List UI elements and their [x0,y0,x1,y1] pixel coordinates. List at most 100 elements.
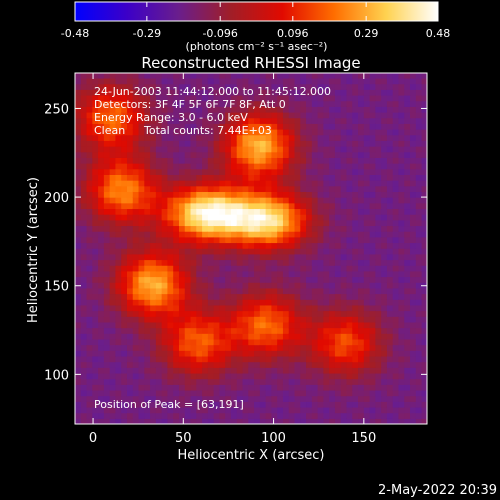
heatmap-cell [363,355,371,363]
heatmap-cell [294,180,301,187]
heatmap-cell [369,163,376,170]
heatmap-cell [410,89,417,96]
heatmap-cell [75,412,82,419]
heatmap-cell [410,361,417,368]
colorbar-units-label: (photons cm⁻² s⁻¹ asec⁻²) [186,40,328,53]
heatmap-cell [352,321,359,329]
heatmap-cell [213,361,221,368]
heatmap-cell [421,89,427,96]
heatmap-cell [282,180,290,187]
heatmap-cell [115,327,122,334]
heatmap-cell [358,333,365,340]
heatmap-cell [173,197,180,204]
heatmap-cell [196,106,203,113]
heatmap-cell [86,299,93,306]
heatmap-cell [363,73,371,79]
heatmap-cell [190,197,197,204]
heatmap-cell [219,378,226,385]
heatmap-cell [242,338,249,346]
heatmap-cell [207,214,215,221]
heatmap-cell [306,310,313,317]
heatmap-cell [248,401,255,408]
heatmap-cell [242,231,249,238]
heatmap-cell [196,299,203,306]
heatmap-cell [265,372,272,380]
heatmap-cell [150,214,157,221]
heatmap-cell [404,344,411,351]
heatmap-cell [358,225,365,232]
heatmap-cell [121,191,128,198]
heatmap-cell [196,219,203,227]
heatmap-cell [207,129,215,136]
heatmap-cell [398,163,405,170]
heatmap-cell [115,350,122,357]
heatmap-cell [109,338,117,346]
heatmap-cell [121,214,128,221]
heatmap-cell [167,401,174,408]
heatmap-cell [242,367,249,374]
heatmap-cell [265,248,272,255]
heatmap-cell [173,316,180,323]
heatmap-cell [184,191,192,198]
heatmap-cell [375,259,382,266]
heatmap-cell [323,304,330,312]
heatmap-cell [254,395,261,402]
heatmap-cell [242,100,249,107]
heatmap-cell [300,304,307,312]
heatmap-cell [340,321,348,329]
heatmap-cell [173,378,180,385]
heatmap-cell [202,310,209,317]
heatmap-cell [196,265,203,272]
heatmap-cell [213,242,221,249]
heatmap-cell [115,242,122,249]
heatmap-cell [80,389,88,397]
heatmap-cell [358,361,365,368]
heatmap-cell [155,412,163,419]
heatmap-cell [121,94,128,102]
heatmap-cell [126,100,134,107]
heatmap-cell [323,129,330,136]
heatmap-cell [265,293,272,300]
heatmap-cell [126,299,134,306]
heatmap-cell [236,321,244,329]
heatmap-cell [219,316,226,323]
heatmap-cell [92,106,99,113]
heatmap-cell [386,89,394,96]
heatmap-cell [392,140,400,147]
heatmap-cell [184,304,192,312]
heatmap-cell [190,372,197,380]
heatmap-cell [213,372,221,380]
heatmap-cell [178,350,186,357]
heatmap-cell [358,129,365,136]
heatmap-cell [352,83,359,90]
heatmap-cell [196,185,203,193]
heatmap-cell [150,259,157,266]
heatmap-cell [294,225,301,232]
heatmap-cell [386,276,394,283]
heatmap-cell [121,123,128,130]
heatmap-cell [184,259,192,266]
heatmap-cell [144,208,151,215]
heatmap-cell [288,248,296,255]
heatmap-cell [150,100,157,107]
heatmap-cell [225,276,232,283]
heatmap-cell [323,214,330,221]
heatmap-cell [190,310,197,317]
heatmap-cell [386,338,394,346]
heatmap-cell [346,231,353,238]
heatmap-cell [109,231,117,238]
heatmap-cell [121,83,128,90]
heatmap-cell [86,94,93,102]
heatmap-cell [213,299,221,306]
heatmap-cell [358,112,365,119]
heatmap-cell [207,333,215,340]
heatmap-cell [132,151,140,158]
heatmap-cell [161,367,169,374]
heatmap-cell [167,191,174,198]
heatmap-cell [317,117,324,124]
heatmap-cell [98,94,105,102]
heatmap-cell [369,100,376,107]
heatmap-cell [282,321,290,329]
heatmap-cell [178,265,186,272]
heatmap-cell [334,265,342,272]
